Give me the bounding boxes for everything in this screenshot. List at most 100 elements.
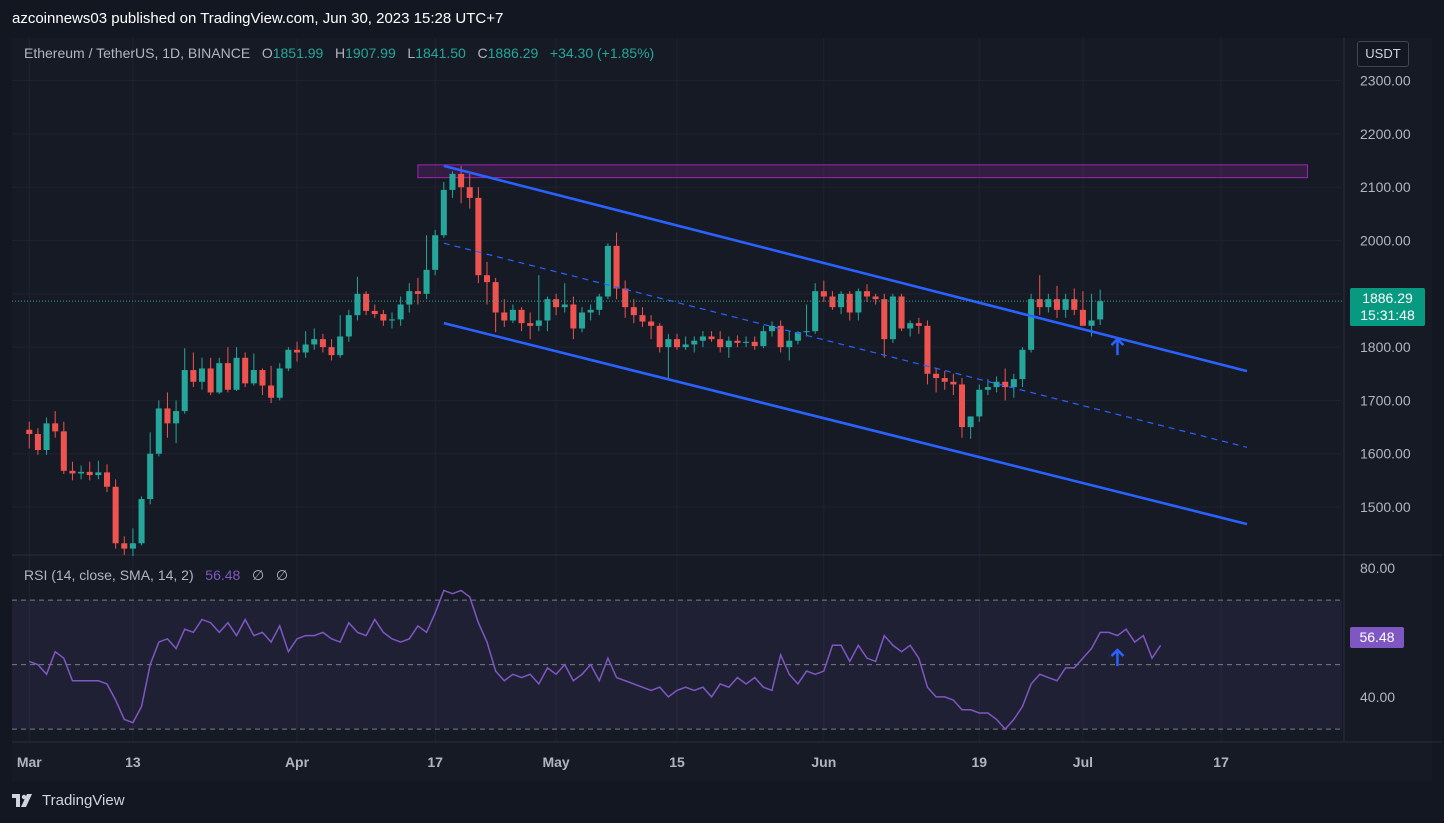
candle	[614, 233, 620, 300]
candle	[424, 235, 430, 299]
candle-body	[760, 331, 766, 346]
symbol-legend: Ethereum / TetherUS, 1D, BINANCE O1851.9…	[24, 45, 654, 61]
candle-body	[1002, 382, 1008, 387]
candle	[890, 294, 896, 343]
candle-body	[570, 304, 576, 328]
chart-canvas[interactable]: 2300.002200.002100.002000.001900.001800.…	[0, 0, 1444, 823]
price-tick-label: 2000.00	[1360, 233, 1411, 249]
candle-body	[734, 341, 740, 343]
candle-body	[199, 368, 205, 381]
candle-body	[717, 339, 723, 347]
candle-body	[104, 472, 110, 486]
candle	[61, 422, 67, 474]
candle	[1063, 294, 1069, 318]
candle-body	[968, 416, 974, 427]
rsi-label: RSI (14, close, SMA, 14, 2)	[24, 567, 194, 583]
candle	[778, 320, 784, 352]
candle-body	[622, 289, 628, 308]
candle-body	[277, 368, 283, 397]
candle-body	[855, 291, 861, 312]
candle	[52, 411, 58, 438]
candle-body	[821, 291, 827, 296]
candle	[812, 283, 818, 334]
candle	[631, 299, 637, 323]
candle	[709, 331, 715, 342]
candle-body	[864, 291, 870, 296]
candle	[389, 312, 395, 328]
candle-body	[173, 411, 179, 423]
candle-body	[639, 315, 645, 321]
time-tick-label: Jul	[1073, 754, 1093, 770]
candle-body	[372, 311, 378, 314]
candle-body	[691, 341, 697, 345]
candle	[855, 289, 861, 321]
candle-body	[786, 341, 792, 347]
candle	[562, 283, 568, 312]
candle	[173, 400, 179, 443]
time-tick-label: 13	[125, 754, 141, 770]
candle-body	[259, 370, 265, 385]
candle-body	[156, 408, 162, 453]
resistance-zone	[418, 165, 1308, 178]
candle-body	[907, 323, 913, 328]
time-tick-label: 17	[1213, 754, 1229, 770]
candle	[354, 277, 360, 321]
candle-body	[398, 304, 404, 319]
candle	[622, 281, 628, 318]
candle	[406, 283, 412, 312]
candle	[544, 297, 550, 332]
rsi-tick-label: 80.00	[1360, 560, 1395, 576]
candle-body	[1019, 350, 1025, 379]
candle-body	[562, 304, 568, 307]
candle	[501, 299, 507, 327]
candle	[864, 284, 870, 302]
candle	[1071, 289, 1077, 316]
tradingview-brand[interactable]: TradingView	[12, 792, 125, 809]
candle-body	[674, 339, 680, 347]
candle-body	[1011, 379, 1017, 387]
candle	[1097, 290, 1103, 325]
price-tick-label: 2300.00	[1360, 73, 1411, 89]
candle-body	[804, 331, 810, 332]
candle-body	[268, 386, 274, 398]
rsi-legend-value: 56.48	[205, 567, 240, 583]
candle	[596, 294, 602, 315]
currency-unit-button[interactable]: USDT	[1357, 41, 1409, 67]
candle	[449, 171, 455, 198]
candle-body	[976, 390, 982, 417]
candle	[1028, 294, 1034, 353]
candle-body	[553, 299, 559, 307]
price-tick-label: 1500.00	[1360, 499, 1411, 515]
candle-body	[44, 423, 50, 450]
time-tick-label: Jun	[811, 754, 836, 770]
candle-body	[709, 336, 715, 339]
time-tick-label: Mar	[17, 754, 42, 770]
candle-body	[87, 472, 93, 475]
candle	[899, 294, 905, 331]
candle	[432, 230, 438, 275]
candle	[907, 320, 913, 336]
candle-body	[303, 344, 309, 352]
candle-body	[346, 315, 352, 336]
candle	[242, 352, 248, 387]
candle-body	[829, 297, 835, 308]
candle-body	[113, 487, 119, 543]
price-tick-label: 1800.00	[1360, 339, 1411, 355]
candle-body	[950, 382, 956, 385]
candle-body	[415, 291, 421, 294]
candle	[415, 278, 421, 305]
candle-body	[778, 326, 784, 347]
candle	[786, 331, 792, 360]
candle-body	[527, 323, 533, 326]
candle	[657, 323, 663, 352]
candle-body	[320, 339, 326, 347]
candle-body	[1097, 301, 1103, 319]
candle-body	[743, 342, 749, 343]
candle	[441, 182, 447, 238]
candle	[294, 342, 300, 362]
change-value: +34.30 (+1.85%)	[550, 45, 654, 61]
close-label: C	[478, 45, 488, 61]
price-tick-label: 2200.00	[1360, 126, 1411, 142]
candle	[588, 304, 594, 320]
current-price-tag: 1886.29 15:31:48	[1350, 288, 1425, 326]
